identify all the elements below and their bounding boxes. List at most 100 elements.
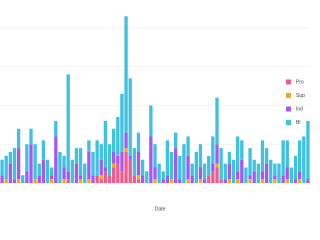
- bar-segment: [289, 167, 294, 183]
- bar-segment: [219, 179, 223, 183]
- bar-segment: [252, 159, 256, 172]
- bar-segment: [174, 132, 178, 149]
- bar-segment: [285, 167, 289, 180]
- bar-segment: [293, 179, 298, 183]
- bar-segment: [211, 163, 215, 172]
- bar-segment: [260, 140, 265, 172]
- bar-segment: [41, 159, 46, 183]
- bar-segment: [165, 175, 170, 183]
- bar-segment: [50, 167, 54, 176]
- bar-segment: [190, 175, 194, 183]
- bar-segment: [37, 175, 41, 183]
- bar-segment: [132, 148, 136, 176]
- bar-segment: [215, 163, 219, 168]
- bar-segment: [161, 179, 165, 183]
- chart: Date Pro Sup Ind Bl: [0, 16, 310, 212]
- bar-segment: [91, 151, 95, 176]
- bar-segment: [215, 144, 219, 164]
- bar-segment: [136, 132, 141, 152]
- bar-segment: [223, 179, 227, 183]
- bar-segment: [116, 163, 120, 183]
- bar-segment: [16, 148, 21, 180]
- bar-segment: [240, 140, 244, 160]
- bar-segment: [248, 179, 252, 183]
- legend-swatch: [286, 120, 291, 125]
- bar-segment: [231, 159, 236, 183]
- bar-segment: [285, 140, 289, 168]
- bar-segment: [165, 140, 170, 176]
- bar-segment: [236, 136, 240, 172]
- bar-segment: [298, 140, 302, 172]
- bar-segment: [256, 163, 260, 183]
- bar-segment: [145, 171, 149, 183]
- bar-segment: [182, 144, 186, 183]
- bar-segment: [124, 132, 128, 149]
- bar-segment: [223, 163, 227, 180]
- bar-segment: [54, 136, 58, 183]
- bar-segment: [153, 167, 157, 180]
- bar-segment: [207, 155, 211, 176]
- bar-segment: [281, 140, 285, 176]
- bar-segment: [4, 179, 8, 183]
- bar-segment: [116, 117, 120, 156]
- bar-segment: [29, 128, 33, 145]
- bar-segment: [153, 144, 157, 168]
- bar-segment: [103, 120, 108, 168]
- bar-segment: [153, 179, 157, 183]
- legend-swatch: [286, 106, 291, 112]
- bar-segment: [174, 148, 178, 183]
- bar-segment: [83, 163, 87, 183]
- bar-segment: [198, 179, 203, 183]
- bar-segment: [112, 151, 116, 164]
- bar-segment: [198, 144, 203, 168]
- bar-segment: [50, 175, 54, 180]
- bar-segment: [178, 155, 182, 180]
- bar-segment: [306, 120, 310, 180]
- bar-segment: [132, 175, 136, 183]
- bar-segment: [74, 163, 79, 183]
- bar-segment: [302, 136, 306, 183]
- bar-segment: [236, 179, 240, 183]
- bar-segment: [12, 148, 17, 180]
- bar-segment: [244, 167, 248, 183]
- bar-segment: [37, 163, 41, 176]
- bar-segment: [120, 171, 124, 183]
- bar-segment: [136, 175, 141, 180]
- bar-segment: [124, 151, 128, 183]
- bar-segment: [120, 151, 124, 172]
- bar-segment: [273, 163, 277, 176]
- bar-segment: [16, 179, 21, 183]
- bar-segment: [207, 175, 211, 183]
- bar-segment: [140, 175, 145, 183]
- bar-segment: [285, 179, 289, 183]
- bar-segment: [269, 159, 273, 183]
- bar-segment: [227, 179, 232, 183]
- bar-segment: [87, 151, 91, 180]
- bar-segment: [273, 175, 277, 180]
- bar-segment: [33, 144, 37, 180]
- x-axis-title: Date: [155, 206, 166, 212]
- bar-segment: [33, 179, 37, 183]
- bar-segment: [99, 175, 103, 180]
- legend-label: Sup: [296, 93, 305, 99]
- bar-segment: [25, 144, 29, 172]
- bar-segment: [136, 179, 141, 183]
- bar-segment: [186, 155, 190, 180]
- bar-segment: [74, 148, 79, 164]
- bar-segment: [54, 120, 58, 137]
- bar-segment: [87, 140, 91, 152]
- bar-segment: [293, 155, 298, 180]
- bar-segment: [103, 167, 108, 172]
- bar-segment: [87, 179, 91, 183]
- bar-segment: [12, 179, 17, 183]
- bar-segment: [116, 155, 120, 164]
- bar-segment: [29, 144, 33, 183]
- bar-segment: [21, 175, 25, 183]
- bar-segment: [99, 144, 103, 160]
- bar-segment: [215, 97, 219, 145]
- bar-segment: [248, 148, 252, 176]
- bar-segment: [128, 78, 132, 156]
- bar-segment: [62, 179, 66, 183]
- bar-segment: [215, 167, 219, 183]
- bar-segment: [8, 151, 12, 164]
